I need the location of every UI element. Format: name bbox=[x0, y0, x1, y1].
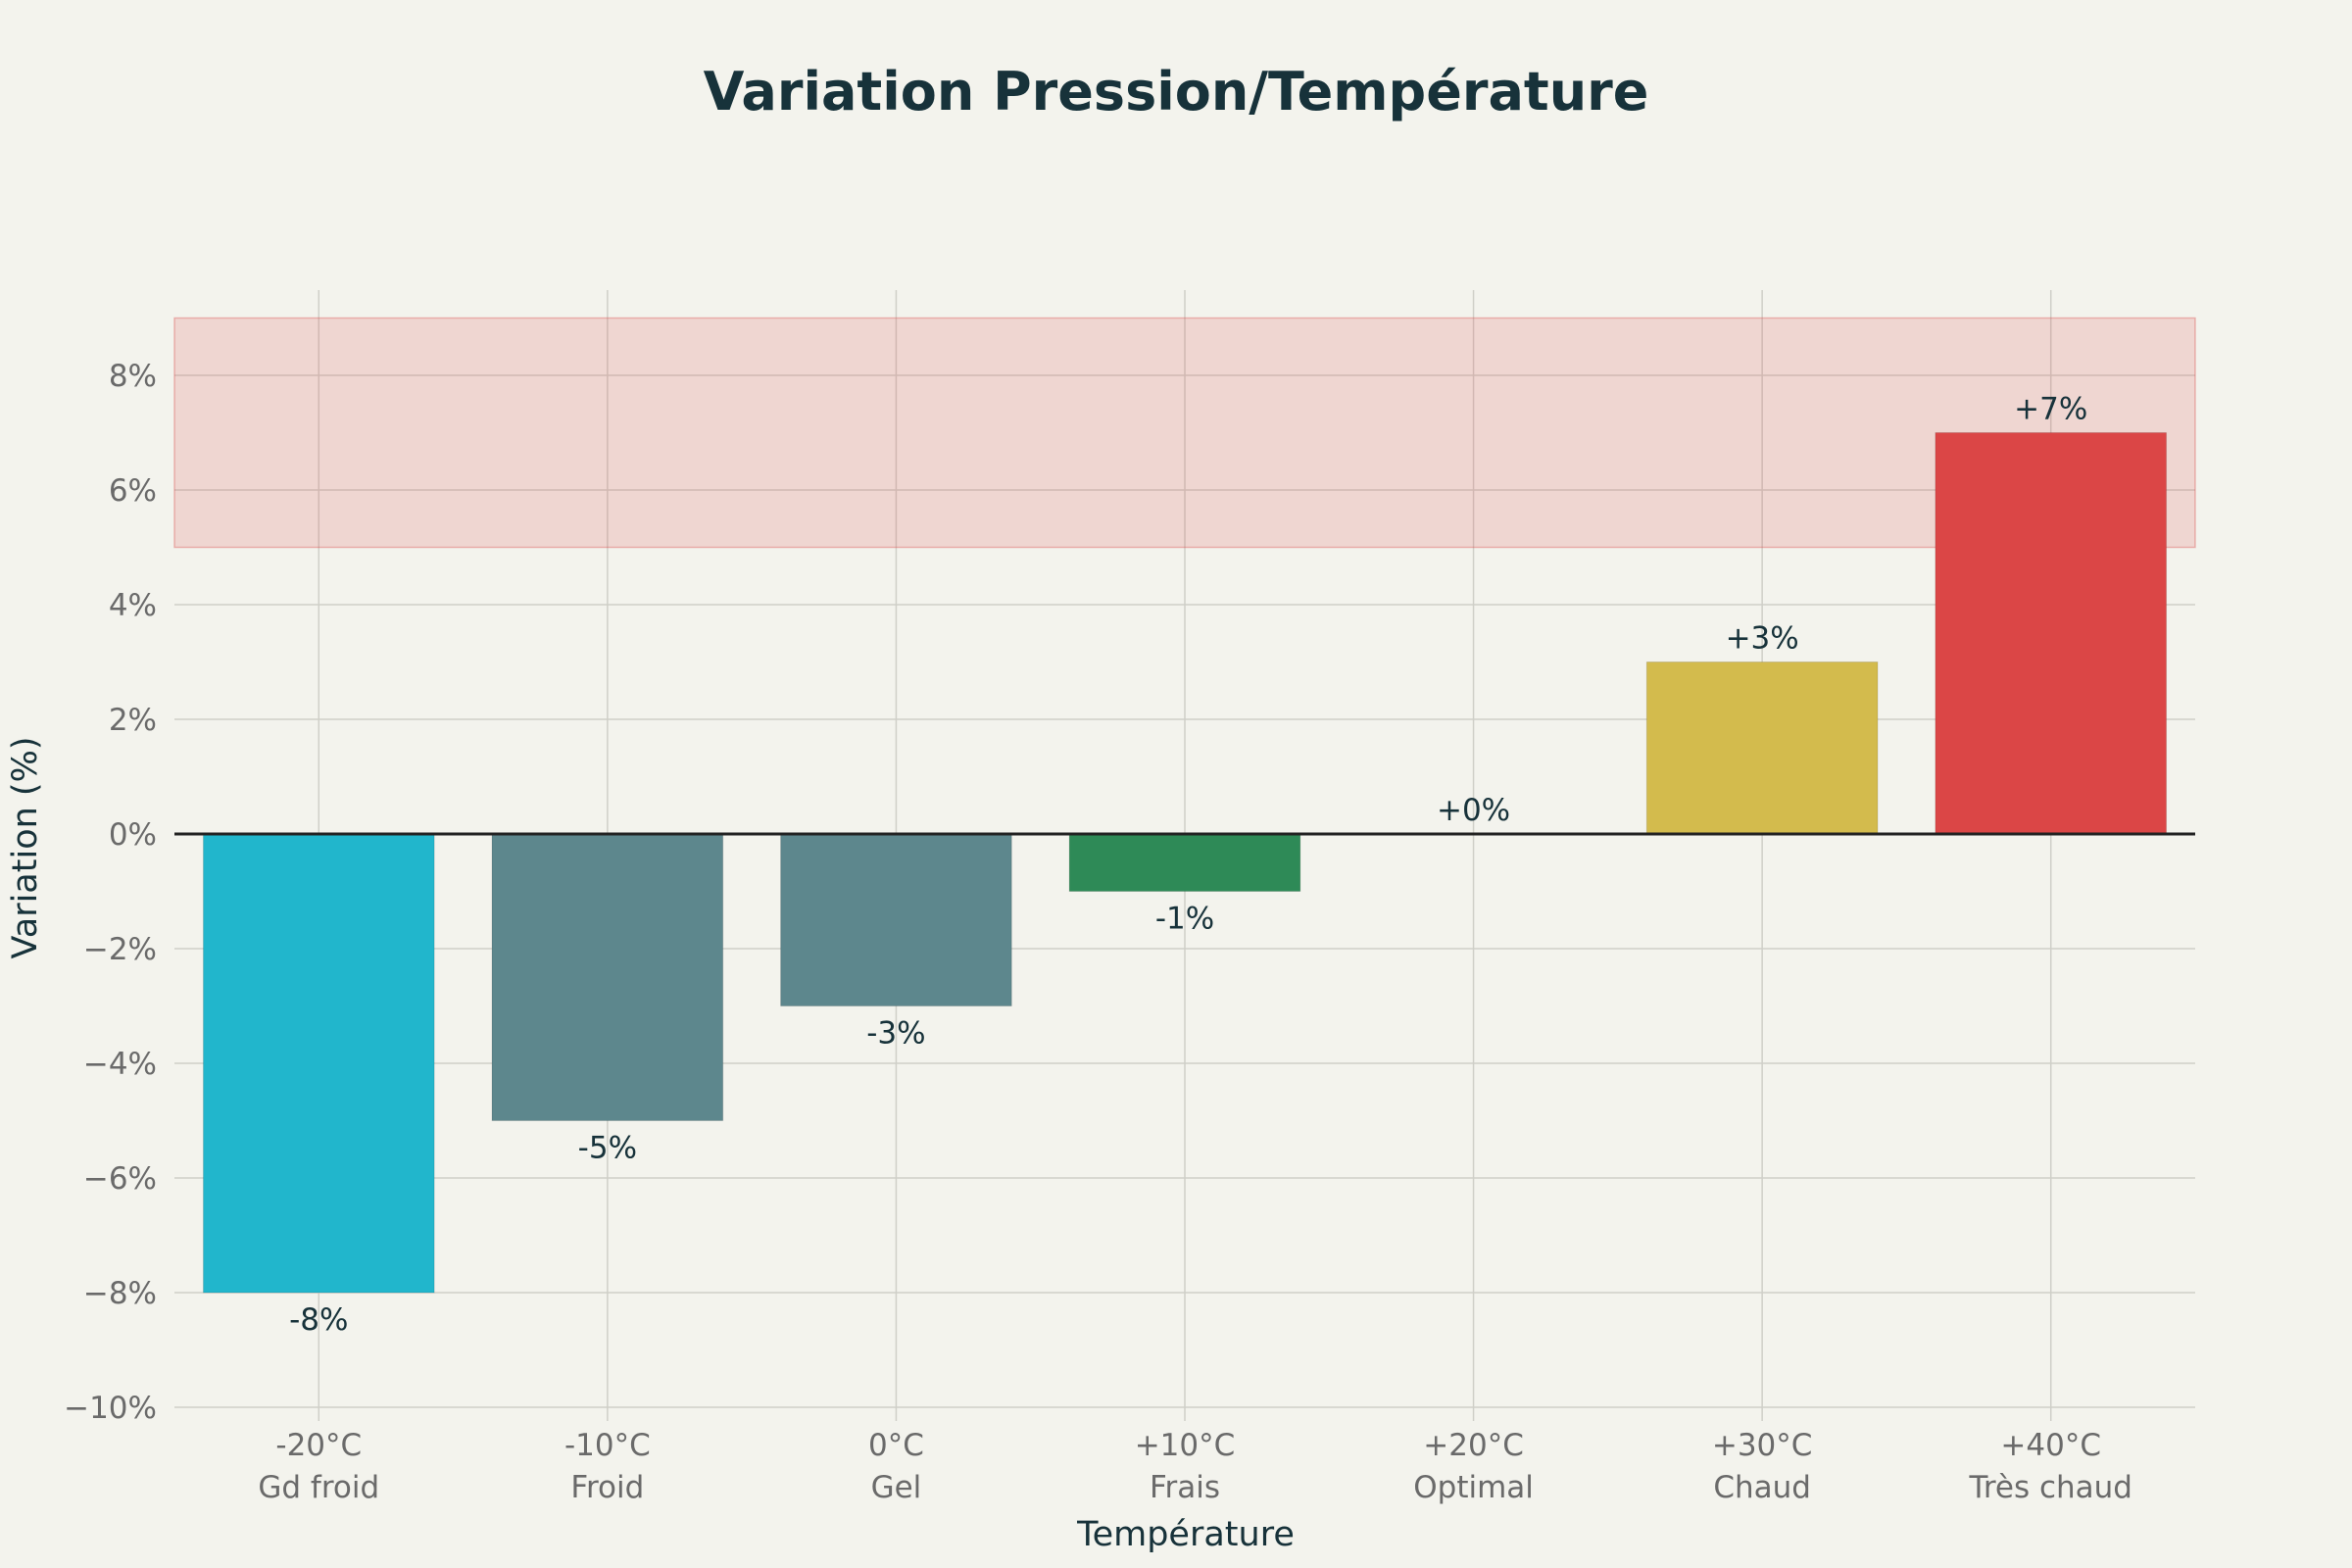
bar-value-label: +7% bbox=[2014, 392, 2087, 427]
axes: −10% −8% −6% −4% −2% 0% 2% 4% 6% 8% -20°C Gd froid -… bbox=[64, 359, 2195, 1505]
chart-title: Variation Pression/Température bbox=[704, 61, 1649, 122]
y-tick-label: −8% bbox=[83, 1276, 157, 1311]
y-tick-label: 6% bbox=[109, 473, 157, 509]
y-tick-label: 0% bbox=[109, 817, 157, 853]
bar-value-label: -8% bbox=[289, 1302, 348, 1338]
y-tick-label: −10% bbox=[64, 1391, 157, 1426]
x-axis-title: Température bbox=[1076, 1515, 1295, 1554]
bar bbox=[1645, 662, 1879, 835]
x-tick-category-label: Frais bbox=[1150, 1470, 1220, 1505]
x-tick-temp-label: -20°C bbox=[275, 1428, 362, 1463]
bar-value-label: -1% bbox=[1155, 902, 1214, 937]
y-tick-label: −2% bbox=[83, 932, 157, 967]
y-tick-label: 8% bbox=[109, 359, 157, 394]
x-tick-temp-label: +40°C bbox=[2000, 1428, 2101, 1463]
x-tick-temp-label: +20°C bbox=[1423, 1428, 1524, 1463]
bar bbox=[491, 833, 724, 1121]
x-tick-temp-label: +30°C bbox=[1712, 1428, 1813, 1463]
bar-value-label: -5% bbox=[578, 1131, 637, 1166]
y-tick-label: −4% bbox=[83, 1047, 157, 1082]
x-tick-category-label: Très chaud bbox=[1968, 1470, 2132, 1505]
highlight-band-layer bbox=[173, 317, 2196, 549]
bar-value-label: -3% bbox=[866, 1016, 925, 1052]
bar-value-label: +0% bbox=[1437, 793, 1510, 828]
x-tick-category-label: Chaud bbox=[1713, 1470, 1811, 1505]
bar-value-label: +3% bbox=[1726, 621, 1799, 657]
x-tick-category-label: Froid bbox=[570, 1470, 644, 1505]
data-labels: -8% -5% -3% -1% +0% +3% +7% bbox=[289, 392, 2087, 1339]
bar bbox=[1068, 833, 1301, 892]
bar bbox=[780, 833, 1012, 1006]
bar bbox=[1935, 432, 2168, 835]
y-axis-title: Variation (%) bbox=[6, 737, 45, 959]
x-tick-category-label: Gd froid bbox=[258, 1470, 379, 1505]
x-tick-category-label: Optimal bbox=[1413, 1470, 1534, 1505]
y-tick-label: −6% bbox=[83, 1161, 157, 1197]
x-tick-temp-label: +10°C bbox=[1135, 1428, 1236, 1463]
highlight-band bbox=[173, 317, 2196, 549]
x-tick-temp-label: -10°C bbox=[564, 1428, 651, 1463]
bars bbox=[202, 432, 2168, 1294]
y-tick-label: 2% bbox=[109, 703, 157, 738]
bar bbox=[202, 833, 435, 1294]
y-tick-label: 4% bbox=[109, 588, 157, 623]
x-tick-category-label: Gel bbox=[871, 1470, 922, 1505]
x-tick-temp-label: 0°C bbox=[868, 1428, 924, 1463]
